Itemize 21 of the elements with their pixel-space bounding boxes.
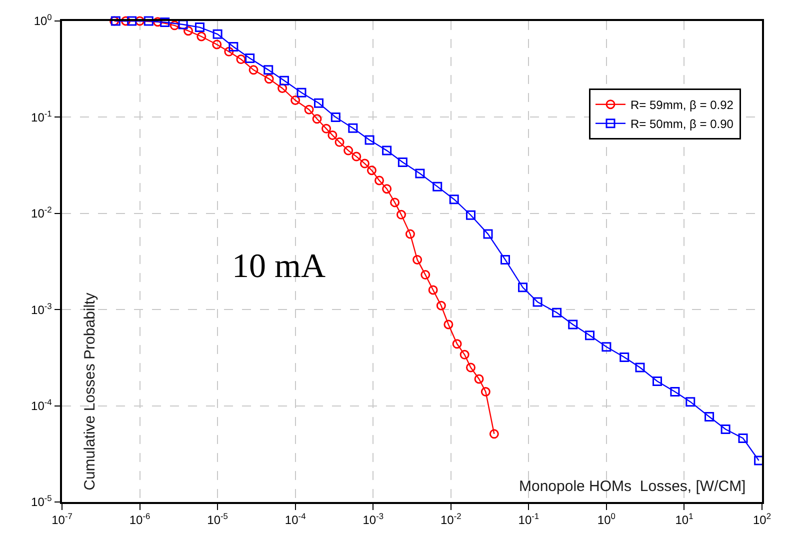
y-tick-label: 10$^{-1}$: [31, 108, 52, 124]
x-tick-label: 10$^{-5}$: [207, 511, 228, 528]
y-tick-label: 10$^{-5}$: [31, 493, 52, 510]
x-tick-label: 10$^{1}$: [675, 511, 694, 528]
legend-label: R= 50mm, β = 0.90: [630, 117, 734, 132]
legend-label: R= 59mm, β = 0.92: [630, 98, 734, 112]
y-tick-label: 10$^{-3}$: [31, 300, 52, 317]
x-axis-title: Monopole HOMs Losses, [W/CM]: [519, 478, 746, 495]
x-tick-label: 10$^{-1}$: [518, 511, 540, 528]
y-axis-title: Cumulative Losses Probabilty: [82, 292, 99, 490]
x-tick-label: 10$^{-6}$: [129, 511, 151, 528]
x-tick-label: 10$^{-4}$: [284, 511, 306, 528]
annotation: 10 mA: [232, 248, 326, 285]
x-tick-label: 10$^{0}$: [597, 511, 616, 528]
y-tick-label: 10$^{0}$: [34, 12, 52, 28]
y-tick-label: 10$^{-4}$: [31, 396, 52, 413]
x-tick-label: 10$^{2}$: [752, 511, 772, 528]
x-tick-label: 10$^{-3}$: [362, 511, 384, 528]
x-tick-label: 10$^{-2}$: [440, 511, 462, 528]
x-tick-label: 10$^{-7}$: [52, 511, 73, 528]
y-tick-label: 10$^{-2}$: [31, 204, 52, 221]
